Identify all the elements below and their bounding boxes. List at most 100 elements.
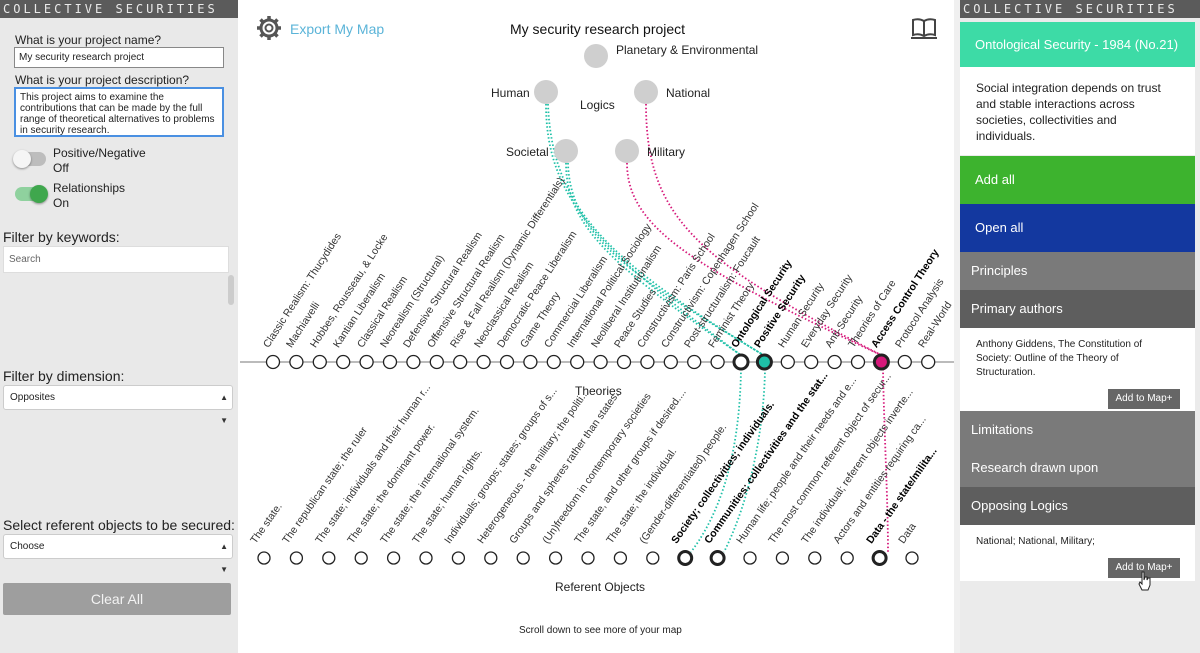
referent-node[interactable] xyxy=(289,551,304,565)
theory-node[interactable] xyxy=(827,354,842,370)
theory-node[interactable] xyxy=(359,354,374,370)
relationship-link xyxy=(545,103,743,357)
dimension-select[interactable]: Opposites ▲ ▼ xyxy=(3,385,233,425)
map-canvas xyxy=(240,44,954,566)
toggle2-label: Relationships xyxy=(53,181,126,195)
opposing-logics-section[interactable]: Opposing Logics xyxy=(960,487,1195,525)
logic-node[interactable] xyxy=(634,80,658,104)
referent-node[interactable] xyxy=(840,551,854,565)
panel-divider xyxy=(954,0,960,653)
clear-all-button[interactable]: Clear All xyxy=(3,583,231,615)
relationship-link xyxy=(723,368,766,553)
theory-node[interactable] xyxy=(897,354,912,370)
relationship-links xyxy=(545,103,889,553)
open-all-button[interactable]: Open all xyxy=(960,204,1195,252)
referent-node[interactable] xyxy=(581,551,595,565)
referent-node[interactable] xyxy=(386,551,401,565)
referent-node[interactable] xyxy=(613,551,628,565)
referent-node[interactable] xyxy=(451,551,466,565)
theory-node[interactable] xyxy=(453,354,468,370)
theory-node[interactable] xyxy=(640,354,655,370)
theory-node[interactable] xyxy=(850,354,866,370)
theory-node[interactable] xyxy=(616,354,632,370)
referent-node[interactable] xyxy=(516,551,530,565)
theory-node[interactable] xyxy=(687,354,702,370)
hand-cursor-icon xyxy=(1138,571,1151,591)
add-all-button[interactable]: Add all xyxy=(960,156,1195,204)
settings-gear-icon[interactable] xyxy=(256,15,282,41)
project-name-label: What is your project name? xyxy=(15,33,162,47)
theory-node[interactable] xyxy=(312,354,327,370)
logic-node[interactable] xyxy=(534,80,558,104)
add-to-map-button[interactable]: Add to Map+ xyxy=(1108,389,1180,409)
theory-node[interactable] xyxy=(872,353,890,371)
theory-node[interactable] xyxy=(382,354,398,370)
referent-node[interactable] xyxy=(871,550,888,566)
toggle-knob xyxy=(13,150,31,168)
scroll-note: Scroll down to see more of your map xyxy=(519,625,682,636)
project-description-label: What is your project description? xyxy=(15,73,190,87)
toggle2-state: On xyxy=(53,196,70,210)
dimension-heading: Filter by dimension: xyxy=(3,368,125,384)
book-icon[interactable] xyxy=(911,16,937,40)
referent-select[interactable]: Choose ▲ ▼ xyxy=(3,534,233,574)
theory-node[interactable] xyxy=(546,354,561,370)
referent-node[interactable] xyxy=(775,551,790,565)
keyword-search-input[interactable]: Search xyxy=(3,246,229,273)
logic-node[interactable] xyxy=(554,139,578,163)
referent-node[interactable] xyxy=(743,551,757,565)
referent-node[interactable] xyxy=(322,551,336,565)
relationship-link xyxy=(626,162,884,357)
brand-logo: COLLECTIVE SECURITIES xyxy=(0,0,238,18)
add-to-map-button-2[interactable]: Add to Map+ xyxy=(1108,558,1180,578)
theory-node[interactable] xyxy=(570,354,585,370)
theory-node[interactable] xyxy=(593,354,608,370)
referent-node[interactable] xyxy=(419,551,433,565)
referent-node[interactable] xyxy=(646,551,660,565)
relationship-link xyxy=(547,103,766,357)
theory-node[interactable] xyxy=(921,354,936,370)
referent-node[interactable] xyxy=(905,551,919,565)
logic-nodes xyxy=(534,44,658,163)
referent-node[interactable] xyxy=(354,551,368,565)
theory-node[interactable] xyxy=(265,354,281,370)
theory-node[interactable] xyxy=(755,353,773,371)
theory-node[interactable] xyxy=(336,354,351,370)
project-name-input[interactable]: My security research project xyxy=(14,47,224,68)
primary-authors-section[interactable]: Primary authors xyxy=(960,290,1195,328)
theory-node[interactable] xyxy=(710,354,725,370)
research-drawn-upon-section[interactable]: Research drawn upon xyxy=(960,449,1195,487)
theory-node[interactable] xyxy=(476,354,491,370)
logic-label: National xyxy=(666,86,711,100)
theory-node[interactable] xyxy=(732,353,750,371)
referent-node[interactable] xyxy=(677,550,694,566)
theory-node[interactable] xyxy=(406,354,421,370)
positive-negative-toggle[interactable] xyxy=(13,150,46,168)
referent-select-value: Choose xyxy=(10,541,45,552)
export-map-link[interactable]: Export My Map xyxy=(290,21,385,37)
logic-node[interactable] xyxy=(615,139,639,163)
theory-node[interactable] xyxy=(523,354,538,370)
logic-node[interactable] xyxy=(584,44,608,68)
theory-node[interactable] xyxy=(429,354,444,370)
theory-node[interactable] xyxy=(499,354,515,370)
limitations-section[interactable]: Limitations xyxy=(960,411,1195,449)
referent-nodes xyxy=(257,550,919,566)
logics-center-label: Logics xyxy=(580,98,615,112)
theory-node[interactable] xyxy=(289,354,304,370)
referent-node[interactable] xyxy=(484,551,498,565)
logic-label: Human xyxy=(491,86,530,100)
referent-node[interactable] xyxy=(808,551,822,565)
principles-section[interactable]: Principles xyxy=(960,252,1195,290)
theory-node[interactable] xyxy=(804,354,819,370)
referent-node[interactable] xyxy=(548,551,563,565)
keywords-heading: Filter by keywords: xyxy=(3,229,120,245)
referent-node[interactable] xyxy=(709,550,726,566)
keyword-scrollbar[interactable] xyxy=(228,275,234,305)
referent-node[interactable] xyxy=(257,551,271,565)
theory-node[interactable] xyxy=(780,354,795,370)
project-description-input[interactable]: This project aims to examine the contrib… xyxy=(14,87,224,137)
theory-node[interactable] xyxy=(663,354,678,370)
relationship-link xyxy=(882,368,889,553)
relationships-toggle[interactable] xyxy=(15,185,48,203)
